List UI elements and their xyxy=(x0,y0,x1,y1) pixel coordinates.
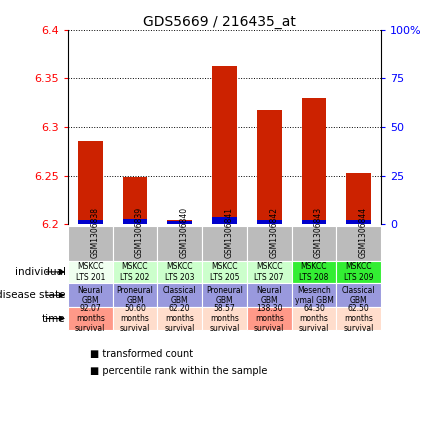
Bar xyxy=(68,226,113,261)
Bar xyxy=(292,261,336,283)
Text: 62.20
months
survival: 62.20 months survival xyxy=(165,304,195,333)
Text: 62.50
months
survival: 62.50 months survival xyxy=(343,304,374,333)
Bar xyxy=(68,261,113,283)
Bar xyxy=(346,220,371,224)
Text: MSKCC
LTS 209: MSKCC LTS 209 xyxy=(344,262,374,282)
Text: GSM1306841: GSM1306841 xyxy=(224,207,233,258)
Bar xyxy=(113,307,157,330)
Text: Neural
GBM: Neural GBM xyxy=(78,286,103,305)
Bar xyxy=(202,283,247,307)
Text: MSKCC
LTS 202: MSKCC LTS 202 xyxy=(120,262,150,282)
Bar xyxy=(212,66,237,224)
Text: 64.30
months
survival: 64.30 months survival xyxy=(299,304,329,333)
Text: MSKCC
LTS 205: MSKCC LTS 205 xyxy=(210,262,239,282)
Bar xyxy=(292,226,336,261)
Text: disease state: disease state xyxy=(0,290,66,300)
Bar xyxy=(302,98,326,224)
Bar xyxy=(113,226,157,261)
Bar xyxy=(212,217,237,224)
Bar xyxy=(123,176,147,224)
Bar xyxy=(247,283,292,307)
Bar xyxy=(202,307,247,330)
Text: Neural
GBM: Neural GBM xyxy=(257,286,282,305)
Bar xyxy=(68,283,113,307)
Bar xyxy=(257,220,282,224)
Bar xyxy=(157,261,202,283)
Text: ■ percentile rank within the sample: ■ percentile rank within the sample xyxy=(90,366,267,376)
Text: GSM1306843: GSM1306843 xyxy=(314,207,323,258)
Bar xyxy=(157,283,202,307)
Text: 92.07
months
survival: 92.07 months survival xyxy=(75,304,106,333)
Bar xyxy=(292,307,336,330)
Bar xyxy=(167,221,192,224)
Bar xyxy=(167,220,192,224)
Bar xyxy=(202,261,247,283)
Text: GSM1306844: GSM1306844 xyxy=(359,207,367,258)
Text: GSM1306840: GSM1306840 xyxy=(180,207,189,258)
Text: Proneural
GBM: Proneural GBM xyxy=(206,286,243,305)
Bar xyxy=(247,261,292,283)
Bar xyxy=(346,173,371,224)
Text: MSKCC
LTS 208: MSKCC LTS 208 xyxy=(299,262,328,282)
Bar xyxy=(157,226,202,261)
Bar xyxy=(113,261,157,283)
Bar xyxy=(247,226,292,261)
Text: Classical
GBM: Classical GBM xyxy=(342,286,375,305)
Text: 58.57
months
survival: 58.57 months survival xyxy=(209,304,240,333)
Text: 138.30
months
survival: 138.30 months survival xyxy=(254,304,284,333)
Bar xyxy=(113,283,157,307)
Bar xyxy=(336,283,381,307)
Text: ■ transformed count: ■ transformed count xyxy=(90,349,193,359)
Text: GDS5669 / 216435_at: GDS5669 / 216435_at xyxy=(142,15,296,29)
Bar xyxy=(157,307,202,330)
Text: MSKCC
LTS 203: MSKCC LTS 203 xyxy=(165,262,194,282)
Bar xyxy=(202,226,247,261)
Text: Mesench
ymal GBM: Mesench ymal GBM xyxy=(294,286,333,305)
Bar xyxy=(78,141,102,224)
Text: time: time xyxy=(42,313,66,324)
Text: Classical
GBM: Classical GBM xyxy=(163,286,197,305)
Bar xyxy=(336,226,381,261)
Bar xyxy=(336,261,381,283)
Bar xyxy=(292,283,336,307)
Text: 50.60
months
survival: 50.60 months survival xyxy=(120,304,150,333)
Bar xyxy=(336,307,381,330)
Text: GSM1306839: GSM1306839 xyxy=(135,207,144,258)
Bar xyxy=(123,219,147,224)
Text: GSM1306838: GSM1306838 xyxy=(90,207,99,258)
Bar xyxy=(68,307,113,330)
Bar xyxy=(247,307,292,330)
Text: MSKCC
LTS 207: MSKCC LTS 207 xyxy=(254,262,284,282)
Text: MSKCC
LTS 201: MSKCC LTS 201 xyxy=(76,262,105,282)
Bar xyxy=(257,110,282,224)
Bar xyxy=(78,220,102,224)
Text: individual: individual xyxy=(14,267,66,277)
Bar xyxy=(302,220,326,224)
Text: Proneural
GBM: Proneural GBM xyxy=(117,286,153,305)
Text: GSM1306842: GSM1306842 xyxy=(269,207,278,258)
